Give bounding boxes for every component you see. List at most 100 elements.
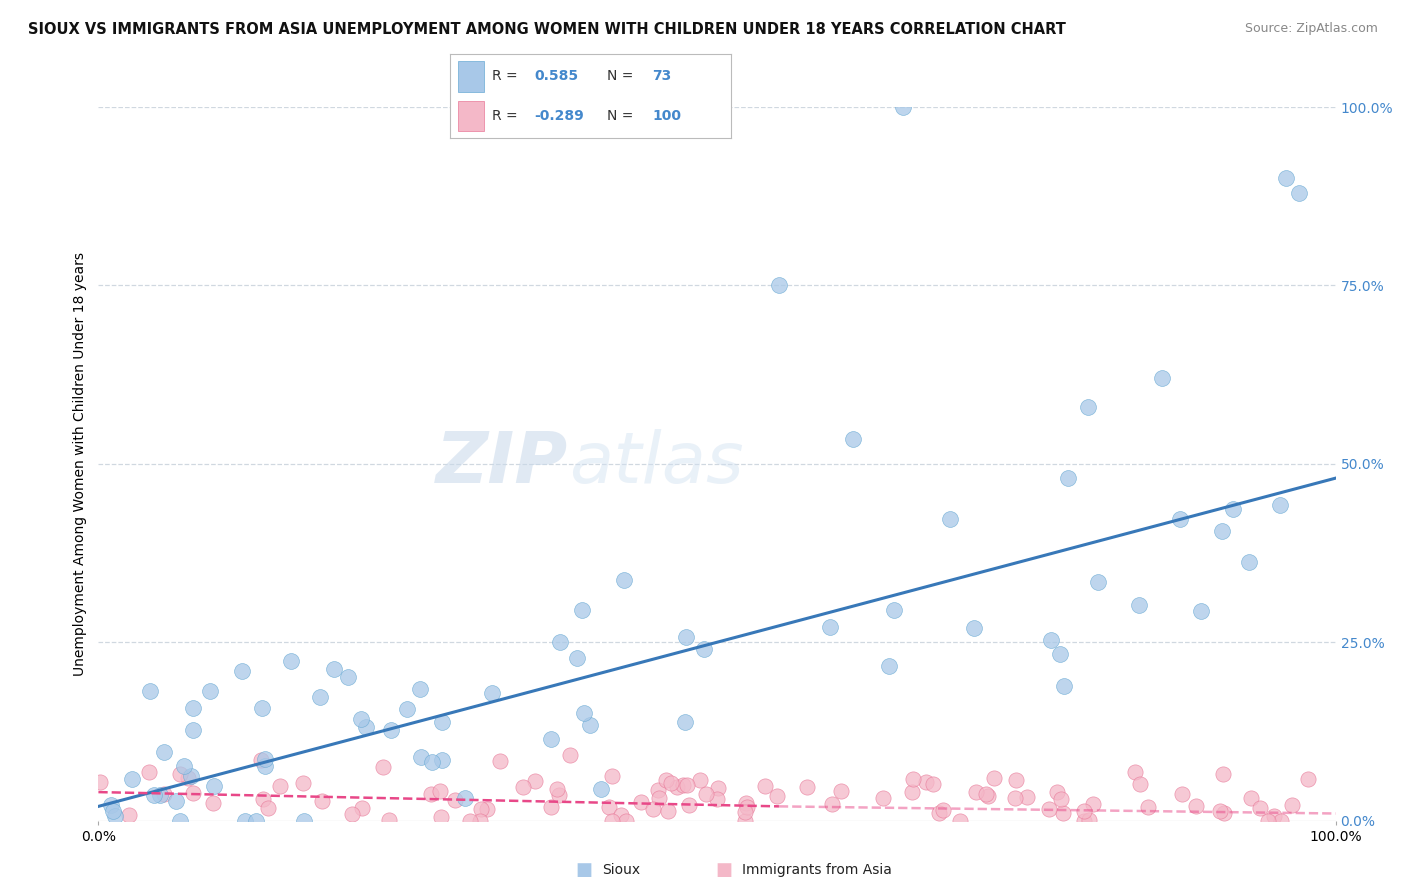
Text: N =: N = [607,70,638,83]
Point [470,814,492,828]
Point [245,814,267,828]
Point [280,654,302,668]
Point [1222,501,1244,516]
Point [429,784,451,798]
Point [1281,798,1303,813]
Point [901,784,924,798]
Point [540,731,562,746]
Point [352,801,374,815]
Point [176,771,198,785]
Point [169,767,191,781]
Point [256,800,278,814]
Point [104,808,127,822]
Point [977,789,1000,804]
Point [181,701,204,715]
Point [118,807,141,822]
Point [180,769,202,783]
Point [89,775,111,789]
Text: 0.585: 0.585 [534,70,578,83]
Point [1168,511,1191,525]
Point [1128,777,1150,791]
Point [100,797,122,812]
Point [1077,813,1099,827]
Point [676,778,699,792]
Point [253,759,276,773]
Point [444,793,467,807]
Text: Immigrants from Asia: Immigrants from Asia [742,863,893,877]
Point [641,802,664,816]
Point [540,799,562,814]
Point [101,804,124,818]
Point [600,769,623,783]
Point [903,772,925,786]
Point [546,781,568,796]
Point [1270,498,1292,512]
Text: N =: N = [607,109,638,123]
Point [589,782,612,797]
Point [1237,556,1260,570]
Point [1189,604,1212,618]
Point [231,665,253,679]
Point [475,802,498,816]
Point [796,780,818,795]
Point [735,800,758,814]
Text: Sioux: Sioux [602,863,640,877]
Point [565,650,588,665]
Point [181,723,204,738]
Point [657,805,679,819]
Point [1257,814,1279,828]
Point [666,780,689,794]
Point [202,780,225,794]
Point [152,745,174,759]
Point [877,658,900,673]
Point [1053,679,1076,693]
Point [354,720,377,734]
Point [939,511,962,525]
Point [1077,400,1099,414]
Point [169,814,191,828]
Point [1049,647,1071,661]
Point [1270,814,1292,828]
Point [655,772,678,787]
Point [378,813,401,827]
Point [311,794,333,808]
Point [734,814,756,828]
Point [1288,186,1310,200]
Point [429,810,451,824]
Point [1073,805,1095,819]
Point [350,712,373,726]
Point [600,814,623,828]
Point [1123,765,1146,780]
Point [1050,792,1073,806]
Point [252,700,274,714]
Point [1040,633,1063,648]
Point [673,715,696,730]
Point [481,686,503,700]
Point [706,792,728,806]
Point [1038,802,1060,816]
Point [766,789,789,803]
Point [422,755,444,769]
Point [1081,797,1104,811]
Point [181,786,204,800]
Point [1052,805,1074,820]
Point [648,791,671,805]
Point [963,620,986,634]
Text: ZIP: ZIP [436,429,568,499]
Point [121,772,143,787]
Point [1046,785,1069,799]
Point [974,788,997,802]
Point [337,670,360,684]
Point [380,723,402,737]
Text: Source: ZipAtlas.com: Source: ZipAtlas.com [1244,22,1378,36]
Point [548,788,571,802]
Point [571,603,593,617]
Point [153,788,176,802]
Point [1005,773,1028,788]
Point [830,783,852,797]
Point [572,706,595,720]
Point [200,683,222,698]
Point [430,714,453,729]
Point [735,796,758,810]
Point [965,785,987,799]
